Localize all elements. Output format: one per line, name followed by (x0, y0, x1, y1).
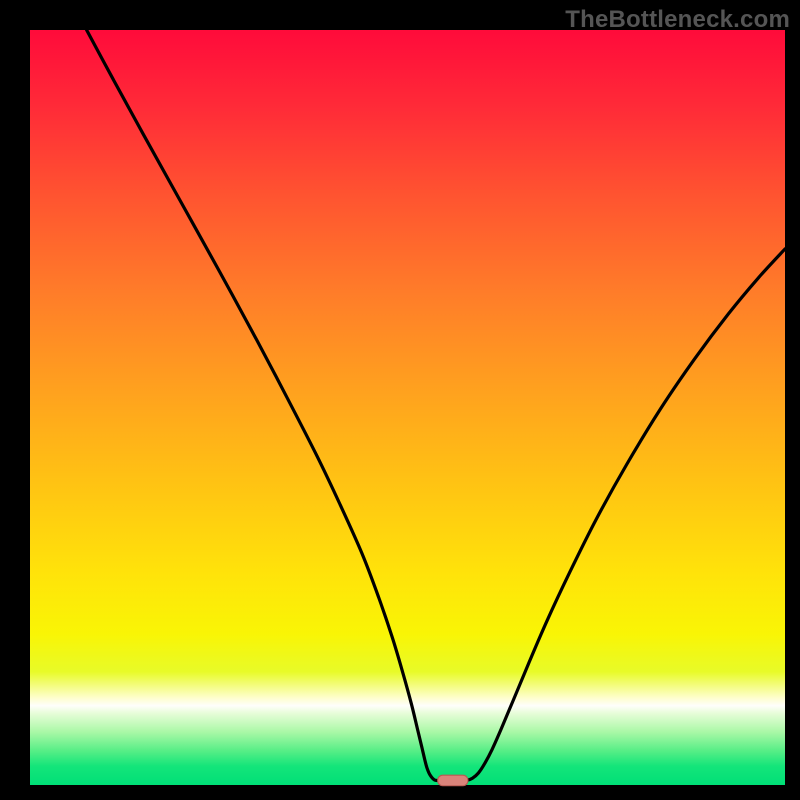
plot-background-gradient (30, 30, 785, 785)
watermark-text: TheBottleneck.com (565, 6, 790, 34)
bottleneck-chart (0, 0, 800, 800)
chart-container: TheBottleneck.com (0, 0, 800, 800)
optimal-marker (438, 775, 468, 786)
